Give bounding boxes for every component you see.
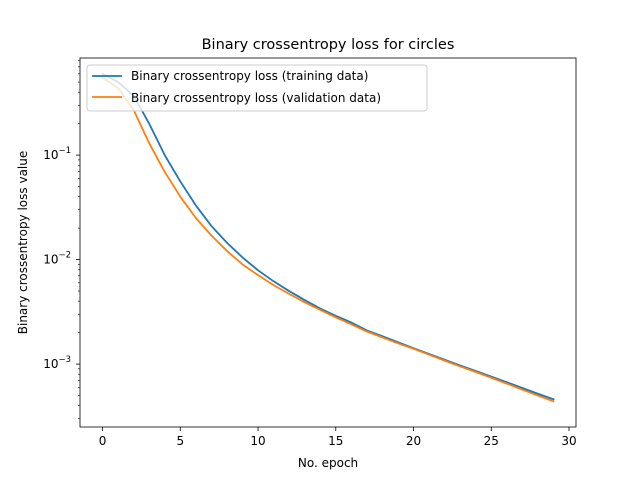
y-tick-label: 10−2 <box>43 251 71 267</box>
x-tick-label: 30 <box>561 434 576 448</box>
legend: Binary crossentropy loss (training data)… <box>86 64 428 112</box>
legend-label-validation: Binary crossentropy loss (validation dat… <box>131 91 381 105</box>
x-tick-label: 20 <box>406 434 421 448</box>
series-line-training <box>101 72 555 401</box>
y-axis: 10−3 10−2 10−1 <box>43 60 80 420</box>
x-axis-label: No. epoch <box>298 456 358 470</box>
x-tick-label: 5 <box>176 434 184 448</box>
x-tick-label: 25 <box>484 434 499 448</box>
x-tick-label: 15 <box>328 434 343 448</box>
axes-border <box>79 57 577 428</box>
chart-title: Binary crossentropy loss for circles <box>202 37 455 53</box>
y-axis-label: Binary crossentropy loss value <box>16 151 30 335</box>
plot-area <box>79 57 577 428</box>
x-tick-label: 0 <box>99 434 107 448</box>
y-tick-label: 10−1 <box>43 146 71 162</box>
series-line-validation <box>101 76 555 403</box>
series-layer <box>101 72 555 403</box>
x-axis: 0 5 10 15 20 25 30 <box>99 427 577 448</box>
axes-frame <box>80 58 576 427</box>
x-tick-label: 10 <box>250 434 265 448</box>
y-tick-label: 10−3 <box>43 355 71 371</box>
legend-box <box>86 64 428 112</box>
legend-label-training: Binary crossentropy loss (training data) <box>131 69 368 83</box>
